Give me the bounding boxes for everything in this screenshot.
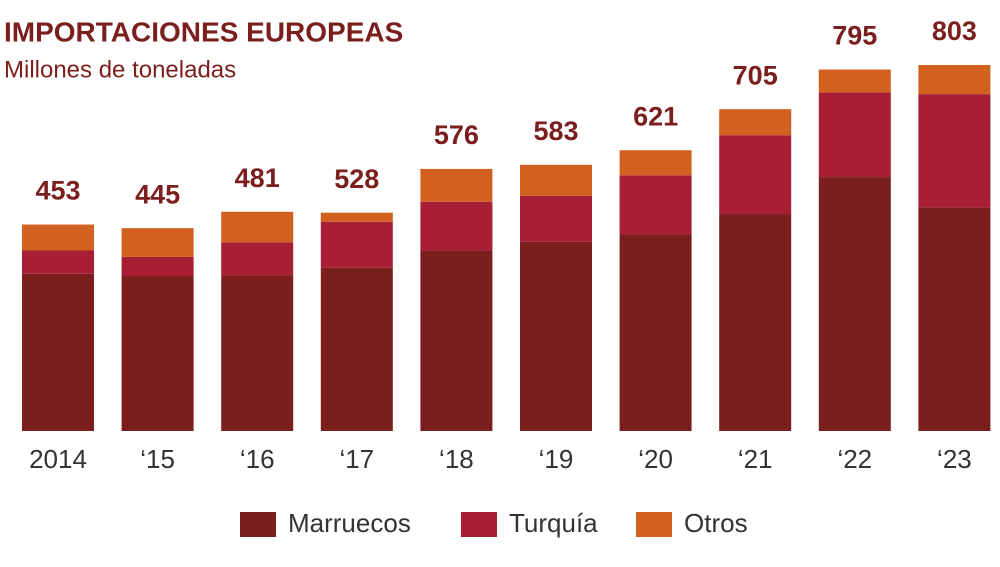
bar-segment: [818, 177, 891, 431]
bar-segment: [22, 250, 94, 274]
bar-segment: [420, 168, 493, 202]
bar-segment: [121, 256, 194, 277]
legend-swatch: [240, 512, 276, 537]
total-label: 481: [235, 163, 280, 193]
bar-segment: [918, 94, 991, 208]
bar-segment: [818, 92, 891, 178]
bar-segment: [619, 234, 692, 431]
bar-segment: [121, 276, 194, 431]
chart-subtitle: Millones de toneladas: [4, 56, 236, 83]
bar-segment: [619, 175, 692, 235]
bar-segment: [719, 109, 792, 136]
total-label: 583: [533, 116, 578, 146]
bar-segment: [520, 241, 592, 431]
legend-label: Marruecos: [288, 508, 411, 538]
x-tick-label: ‘21: [738, 444, 773, 474]
bar-segment: [221, 275, 294, 431]
x-tick-label: ‘17: [339, 444, 374, 474]
bar-segment: [22, 224, 94, 251]
total-label: 621: [633, 101, 678, 131]
bar-segment: [420, 201, 493, 251]
x-tick-label: ‘20: [638, 444, 673, 474]
x-tick-label: 2014: [29, 444, 87, 474]
x-tick-label: ‘19: [539, 444, 574, 474]
bar-segment: [918, 207, 991, 431]
x-tick-label: ‘18: [439, 444, 474, 474]
bar-segment: [719, 214, 792, 431]
total-label: 576: [434, 120, 479, 150]
bar-segment: [121, 228, 194, 257]
bar-segment: [719, 135, 792, 215]
bar-segment: [22, 273, 94, 431]
total-label: 705: [733, 60, 778, 90]
bar-segment: [320, 212, 393, 222]
total-label: 445: [135, 179, 180, 209]
bar-segment: [320, 267, 393, 431]
bar-segment: [520, 195, 592, 242]
total-label: 803: [932, 16, 977, 46]
bar-segment: [221, 242, 294, 276]
total-label: 453: [35, 176, 80, 206]
bar-segment: [420, 250, 493, 431]
total-label: 528: [334, 164, 379, 194]
legend-label: Turquía: [509, 508, 598, 538]
x-tick-label: ‘16: [240, 444, 275, 474]
x-tick-label: ‘23: [937, 444, 972, 474]
legend-swatch: [636, 512, 672, 537]
bar-segment: [918, 65, 991, 95]
legend-swatch: [461, 512, 497, 537]
bar-segment: [221, 211, 294, 243]
bar-segment: [320, 221, 393, 268]
x-tick-label: ‘22: [837, 444, 872, 474]
total-label: 795: [832, 21, 877, 51]
bar-segment: [520, 164, 592, 196]
bar-segment: [818, 69, 891, 93]
chart-title: IMPORTACIONES EUROPEAS: [4, 16, 403, 47]
legend-label: Otros: [684, 508, 748, 538]
x-tick-label: ‘15: [140, 444, 175, 474]
bar-segment: [619, 150, 692, 176]
